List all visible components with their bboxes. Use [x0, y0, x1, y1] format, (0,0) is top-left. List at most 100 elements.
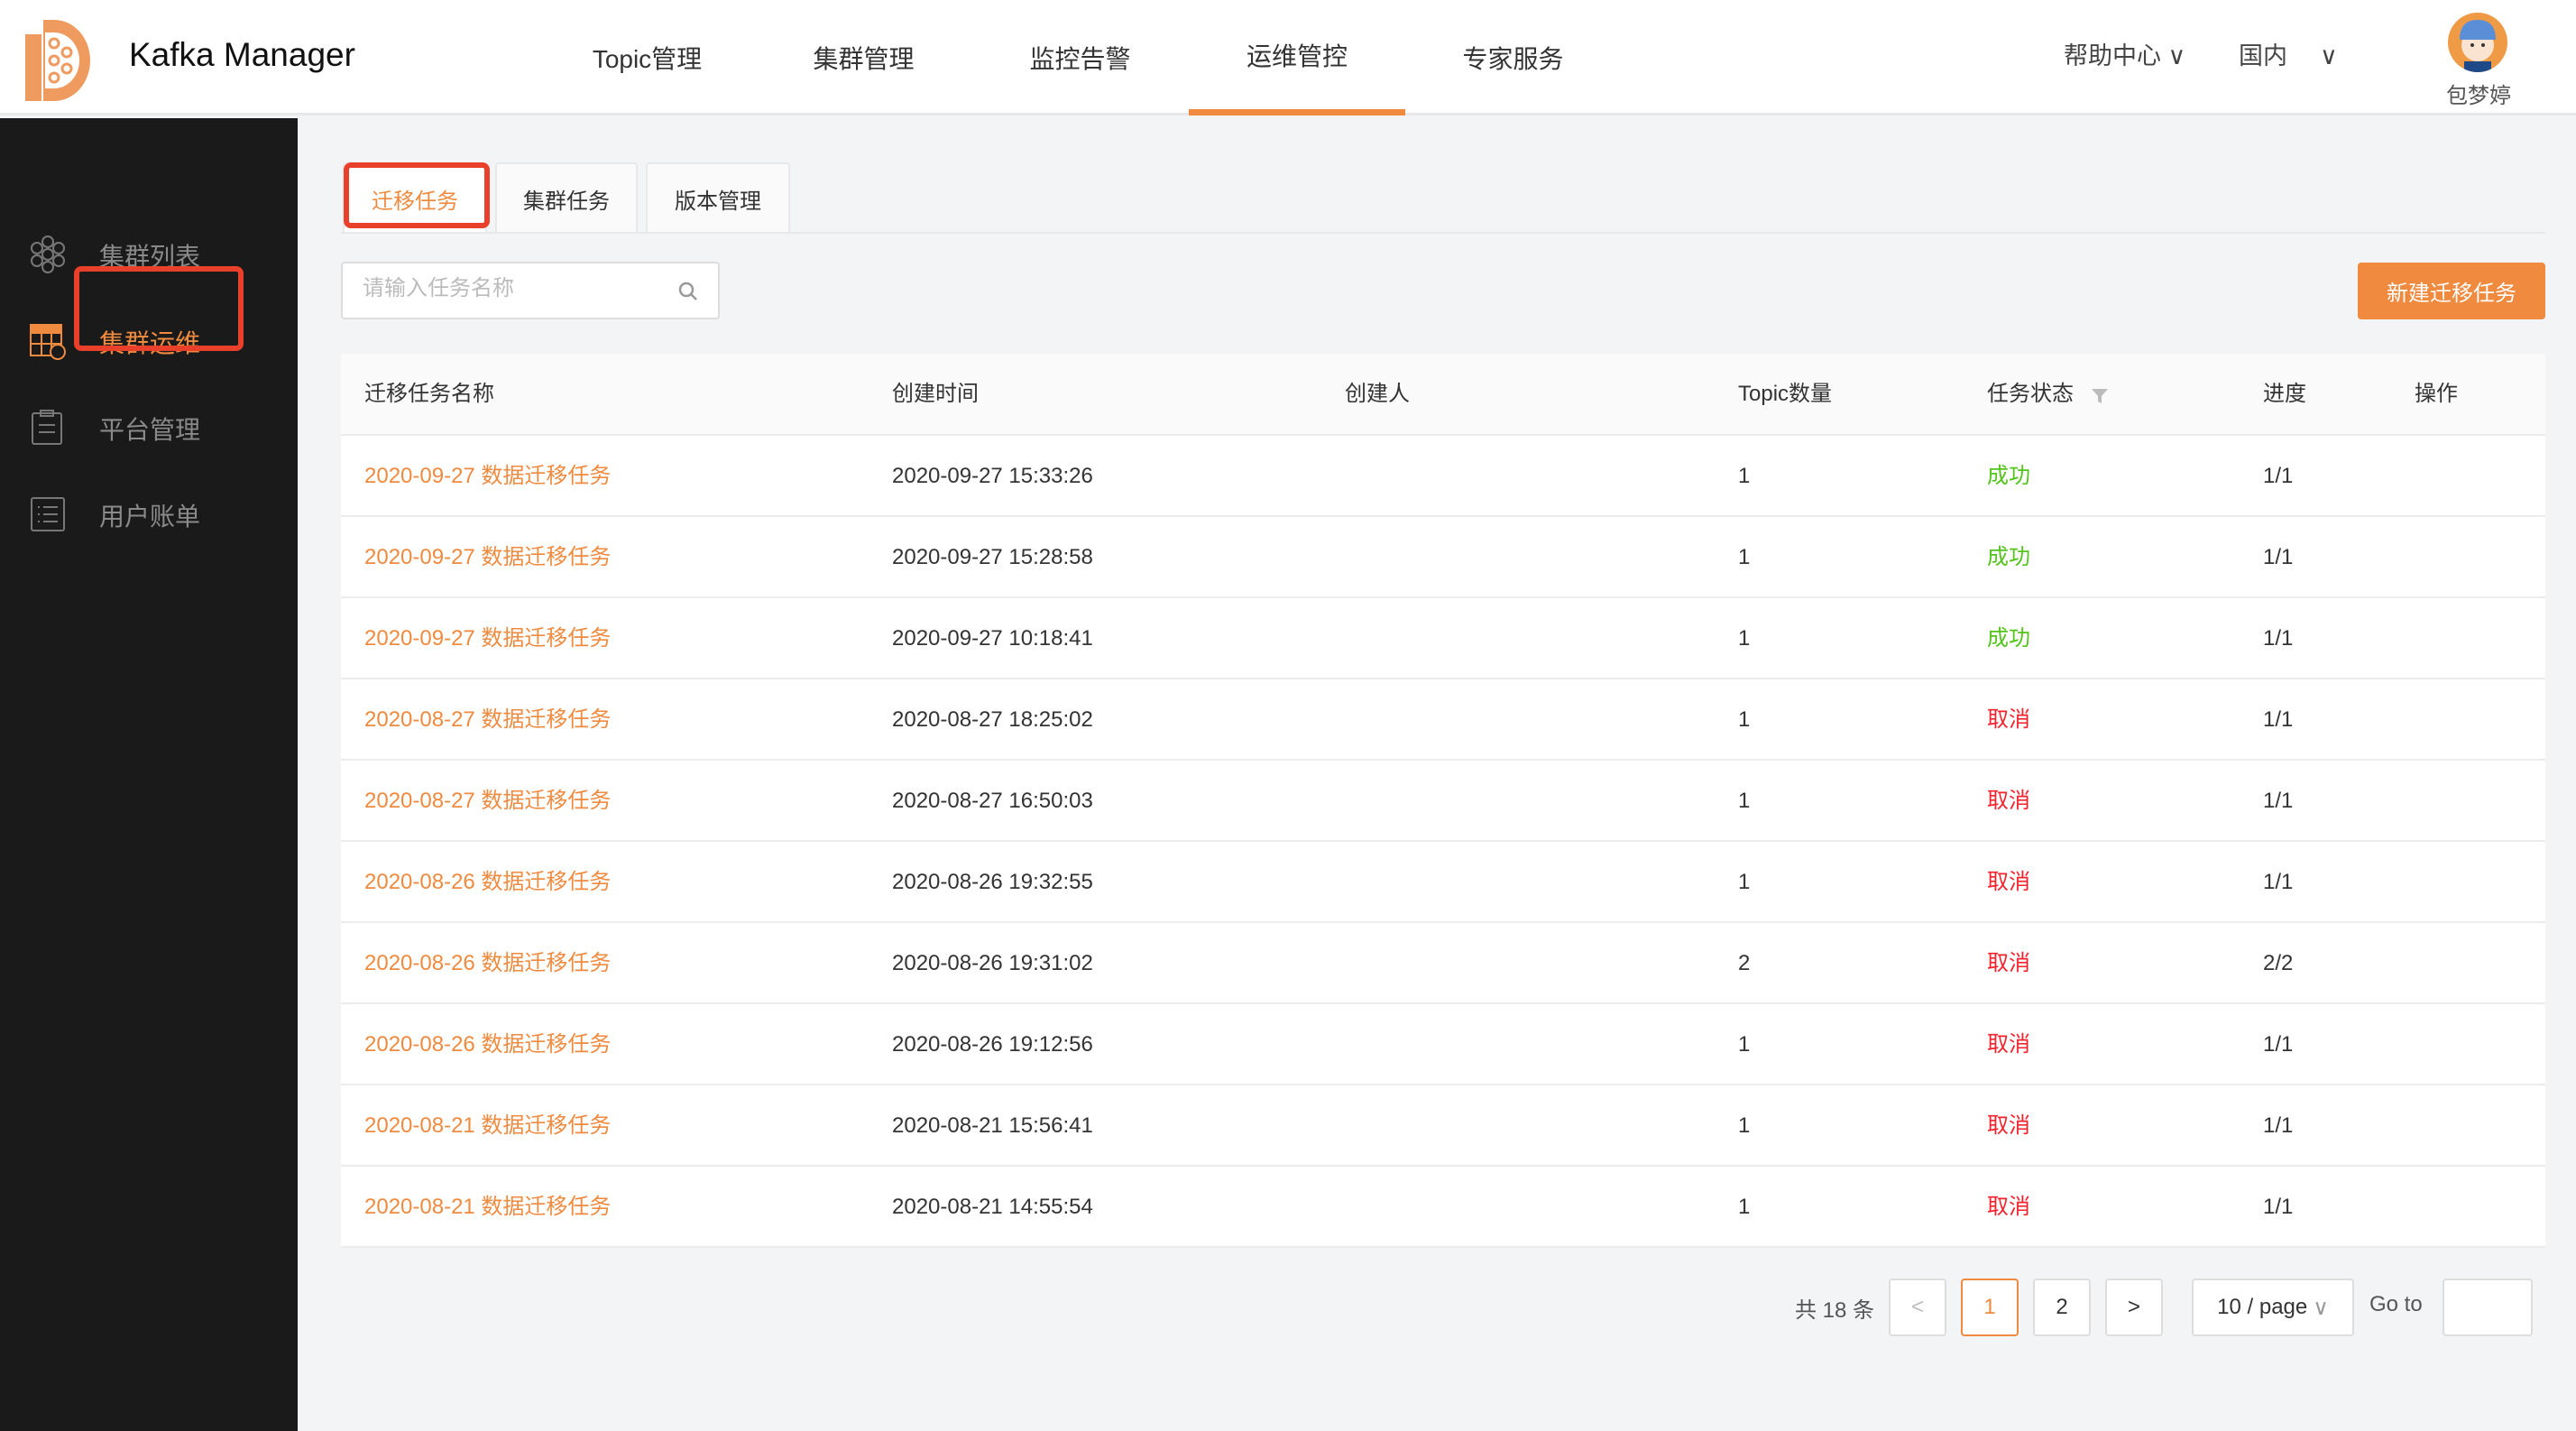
page-1[interactable]: 1: [1961, 1279, 2019, 1336]
created-time: 2020-08-26 19:32:55: [892, 870, 1093, 894]
topic-count: 1: [1738, 789, 1751, 813]
sidebar: 集群列表 集群运维 平台管理 用户账单: [0, 118, 298, 1431]
topic-count: 1: [1738, 464, 1751, 488]
topic-count: 1: [1738, 545, 1751, 569]
sidebar-item-cluster-ops[interactable]: 集群运维: [0, 304, 298, 376]
table-row: 2020-09-27 数据迁移任务 2020-09-27 10:18:41 1 …: [341, 598, 2545, 679]
chevron-down-icon: ∨: [2320, 42, 2338, 69]
progress: 1/1: [2263, 464, 2294, 488]
search-icon[interactable]: [676, 280, 700, 303]
page-size-select[interactable]: 10 / page ∨: [2192, 1279, 2354, 1336]
progress: 1/1: [2263, 870, 2294, 894]
search-input[interactable]: [363, 276, 660, 301]
nav-expert[interactable]: 专家服务: [1462, 45, 1564, 73]
tab-divider: [341, 232, 2545, 234]
sidebar-item-billing[interactable]: 用户账单: [0, 477, 298, 549]
sidebar-item-cluster-list[interactable]: 集群列表: [0, 217, 298, 290]
highlight-box: [344, 162, 490, 228]
chevron-down-icon: ∨: [2161, 42, 2186, 69]
created-time: 2020-09-27 15:33:26: [892, 464, 1093, 488]
progress: 2/2: [2263, 951, 2294, 975]
next-page-button[interactable]: >: [2105, 1279, 2163, 1336]
task-name-link[interactable]: 2020-08-27 数据迁移任务: [364, 707, 612, 732]
task-name-link[interactable]: 2020-09-27 数据迁移任务: [364, 626, 612, 651]
migration-task-table: 迁移任务名称 创建时间 创建人 Topic数量 任务状态 进度 操作 2020-…: [341, 354, 2545, 1248]
sidebar-item-label: 集群列表: [99, 243, 201, 271]
task-name-link[interactable]: 2020-08-26 数据迁移任务: [364, 1032, 612, 1057]
topic-count: 1: [1738, 1195, 1751, 1219]
highlight-box: [74, 266, 244, 351]
table-row: 2020-08-27 数据迁移任务 2020-08-27 18:25:02 1 …: [341, 679, 2545, 761]
status-badge: 取消: [1987, 789, 2030, 813]
task-name-link[interactable]: 2020-08-26 数据迁移任务: [364, 870, 612, 894]
help-label: 帮助中心: [2064, 42, 2161, 69]
tab-version[interactable]: 版本管理: [646, 162, 790, 233]
status-badge: 成功: [1987, 545, 2030, 569]
new-migration-task-button[interactable]: 新建迁移任务: [2358, 263, 2545, 319]
table-row: 2020-08-26 数据迁移任务 2020-08-26 19:32:55 1 …: [341, 842, 2545, 923]
nav-ops[interactable]: 运维管控: [1189, 0, 1405, 115]
task-name-link[interactable]: 2020-08-21 数据迁移任务: [364, 1113, 612, 1138]
nav-monitor[interactable]: 监控告警: [1029, 45, 1131, 73]
topic-count: 1: [1738, 707, 1751, 732]
user-name: 包梦婷: [2446, 84, 2511, 108]
table-row: 2020-08-21 数据迁移任务 2020-08-21 14:55:54 1 …: [341, 1167, 2545, 1248]
tab-cluster-task[interactable]: 集群任务: [495, 162, 638, 233]
created-time: 2020-08-26 19:31:02: [892, 951, 1093, 975]
goto-page-input[interactable]: [2443, 1279, 2533, 1336]
topic-count: 1: [1738, 626, 1751, 651]
table-row: 2020-09-27 数据迁移任务 2020-09-27 15:33:26 1 …: [341, 436, 2545, 517]
status-badge: 成功: [1987, 626, 2030, 651]
table-header: 迁移任务名称 创建时间 创建人 Topic数量 任务状态 进度 操作: [341, 354, 2545, 436]
created-time: 2020-09-27 15:28:58: [892, 545, 1093, 569]
sidebar-item-label: 用户账单: [99, 503, 201, 531]
col-progress: 进度: [2263, 382, 2306, 406]
status-badge: 取消: [1987, 1195, 2030, 1219]
total-count: 共 18 条: [1795, 1298, 1875, 1323]
sidebar-item-platform[interactable]: 平台管理: [0, 391, 298, 463]
topic-count: 2: [1738, 951, 1751, 975]
created-time: 2020-08-26 19:12:56: [892, 1032, 1093, 1057]
created-time: 2020-08-27 16:50:03: [892, 789, 1093, 813]
col-name: 迁移任务名称: [364, 382, 494, 406]
task-name-link[interactable]: 2020-09-27 数据迁移任务: [364, 545, 612, 569]
help-center-dropdown[interactable]: 帮助中心 ∨: [2064, 36, 2185, 71]
sidebar-item-label: 平台管理: [99, 416, 201, 444]
created-time: 2020-08-21 15:56:41: [892, 1113, 1093, 1138]
task-name-link[interactable]: 2020-08-26 数据迁移任务: [364, 951, 612, 975]
table-dollar-icon: [30, 324, 66, 360]
table-row: 2020-09-27 数据迁移任务 2020-09-27 15:28:58 1 …: [341, 517, 2545, 598]
page-size-value: 10 / page: [2217, 1295, 2308, 1319]
task-name-link[interactable]: 2020-08-21 数据迁移任务: [364, 1195, 612, 1219]
task-name-link[interactable]: 2020-09-27 数据迁移任务: [364, 464, 612, 488]
table-row: 2020-08-26 数据迁移任务 2020-08-26 19:31:02 2 …: [341, 923, 2545, 1004]
hexagon-cluster-icon: [31, 235, 65, 273]
table-row: 2020-08-27 数据迁移任务 2020-08-27 16:50:03 1 …: [341, 761, 2545, 842]
page-2[interactable]: 2: [2033, 1279, 2091, 1336]
nav-cluster[interactable]: 集群管理: [813, 45, 915, 73]
task-name-link[interactable]: 2020-08-27 数据迁移任务: [364, 789, 612, 813]
chevron-down-icon: ∨: [2313, 1295, 2329, 1320]
progress: 1/1: [2263, 707, 2294, 732]
status-badge: 取消: [1987, 1032, 2030, 1057]
progress: 1/1: [2263, 626, 2294, 651]
progress: 1/1: [2263, 789, 2294, 813]
col-count: Topic数量: [1738, 382, 1833, 406]
col-status: 任务状态: [1987, 382, 2074, 406]
status-badge: 成功: [1987, 464, 2030, 488]
status-badge: 取消: [1987, 951, 2030, 975]
goto-label: Go to: [2369, 1292, 2423, 1316]
prev-page-button[interactable]: <: [1889, 1279, 1946, 1336]
status-badge: 取消: [1987, 870, 2030, 894]
app-title: Kafka Manager: [129, 36, 355, 73]
col-time: 创建时间: [892, 382, 979, 406]
sidebar-item-label: 集群运维: [99, 329, 201, 357]
filter-icon[interactable]: [2091, 388, 2109, 404]
col-actions: 操作: [2415, 382, 2458, 406]
avatar[interactable]: [2448, 13, 2507, 72]
progress: 1/1: [2263, 1113, 2294, 1138]
nav-topic[interactable]: Topic管理: [592, 45, 703, 73]
top-header: Kafka Manager Topic管理 集群管理 监控告警 运维管控 专家服…: [0, 0, 2576, 115]
topic-count: 1: [1738, 1032, 1751, 1057]
region-dropdown[interactable]: 国内 ∨: [2239, 36, 2338, 71]
